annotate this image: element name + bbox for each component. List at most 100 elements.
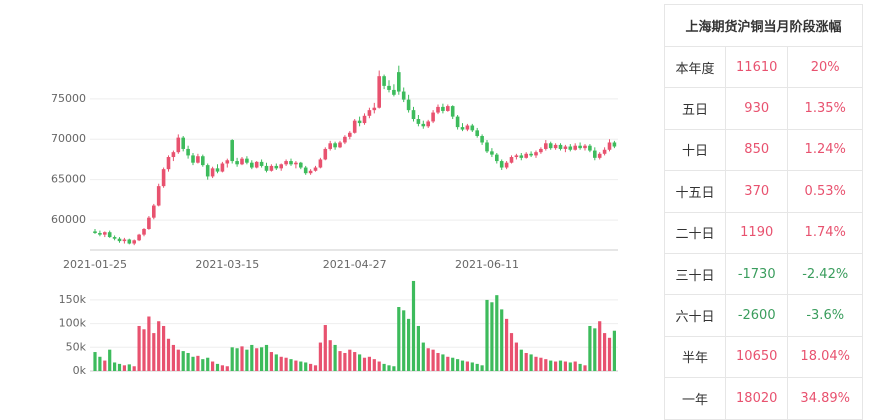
- volume-bar: [607, 337, 612, 371]
- volume-bar: [475, 363, 479, 371]
- row-label: 十五日: [664, 170, 726, 213]
- candle-body: [450, 106, 455, 117]
- volume-bar: [509, 333, 514, 371]
- candle-body: [259, 161, 264, 166]
- volume-bar: [196, 355, 200, 371]
- change-table: 上海期货沪铜当月阶段涨幅 本年度 11610 20% 五日 930 1.35% 十日 850 1…: [664, 4, 863, 420]
- candle-body: [205, 165, 210, 177]
- volume-bar: [367, 356, 371, 371]
- volume-bar: [397, 307, 401, 371]
- candle-body: [548, 143, 553, 149]
- table-row: 二十日 1190 1.74%: [664, 211, 863, 254]
- row-label: 二十日: [664, 211, 726, 254]
- candle-body: [382, 76, 386, 86]
- row-label: 本年度: [664, 45, 726, 89]
- chart: 60000 65000 70000 75000 2021-01-25 2021-03-15…: [51, 65, 618, 377]
- candle-body: [343, 136, 347, 143]
- row-label: 半年: [664, 335, 726, 379]
- volume-bar: [588, 325, 592, 371]
- candle-body: [367, 110, 372, 116]
- candle-body: [441, 106, 445, 111]
- candle-body: [588, 145, 592, 151]
- candle-body: [446, 106, 450, 111]
- row-value: -1730: [724, 252, 789, 296]
- candle-body: [406, 99, 411, 111]
- row-value: 11610: [724, 45, 789, 89]
- volume-bar: [372, 359, 376, 371]
- candle-body: [303, 167, 308, 174]
- candle-body: [333, 143, 337, 148]
- candle-body: [387, 85, 391, 90]
- candle-body: [147, 217, 151, 229]
- candle-body: [137, 234, 141, 241]
- candle-body: [583, 145, 587, 149]
- candle-body: [470, 125, 475, 131]
- candle-body: [519, 155, 524, 158]
- table-row: 本年度 11610 20%: [664, 45, 863, 89]
- volume-bar: [534, 356, 538, 371]
- volume-bar: [260, 347, 264, 371]
- volume-bar: [289, 359, 293, 371]
- candle-body: [348, 132, 352, 137]
- volume-bar: [402, 310, 406, 371]
- candle-body: [176, 137, 181, 153]
- y-tick-label: 150k: [59, 293, 87, 306]
- candle-body: [107, 232, 112, 238]
- row-change: 1.24%: [787, 128, 863, 172]
- row-change: 34.89%: [787, 377, 863, 420]
- volume-bar: [171, 344, 175, 371]
- volume-bar: [490, 302, 494, 371]
- candle-body: [235, 161, 239, 165]
- row-value: 930: [724, 87, 789, 130]
- candle-body: [117, 238, 122, 242]
- candle-body: [509, 157, 514, 163]
- candle-body: [269, 165, 274, 171]
- table-row: 三十日 -1730 -2.42%: [664, 252, 863, 296]
- candle-body: [201, 156, 205, 166]
- volume-bar: [328, 340, 332, 371]
- y-tick-label: 60000: [51, 213, 86, 226]
- candle-body: [352, 120, 357, 133]
- row-label: 六十日: [664, 294, 726, 337]
- row-change: 0.53%: [787, 170, 863, 213]
- volume-bar: [255, 348, 259, 371]
- volume-bar: [377, 361, 381, 371]
- candle-body: [161, 169, 166, 187]
- volume-bar: [514, 342, 518, 371]
- volume-bar: [348, 349, 352, 371]
- volume-bar: [304, 362, 308, 371]
- table-row: 五日 930 1.35%: [664, 87, 863, 130]
- volume-bar: [460, 360, 465, 371]
- volume-bar: [176, 349, 180, 371]
- candle-body: [475, 130, 479, 137]
- candle-body: [215, 168, 220, 172]
- candle-body: [254, 161, 259, 168]
- candle-body: [529, 153, 533, 156]
- candle-body: [504, 162, 509, 168]
- volume-bar: [338, 351, 342, 371]
- volume-bar: [612, 330, 616, 371]
- volume-bar: [519, 349, 523, 371]
- candle-body: [186, 148, 190, 156]
- candle-body: [602, 149, 607, 154]
- candle-body: [284, 161, 288, 165]
- y-tick-label: 50k: [66, 340, 87, 353]
- volume-bar: [162, 325, 166, 371]
- y-tick-label: 75000: [51, 92, 86, 105]
- candle-body: [455, 116, 460, 128]
- volume-bar: [563, 361, 567, 371]
- row-label: 一年: [664, 377, 726, 420]
- y-tick-label: 70000: [51, 132, 86, 145]
- candle-body: [377, 76, 381, 108]
- volume-bar: [98, 356, 102, 371]
- candle-body: [465, 125, 470, 130]
- table-row: 六十日 -2600 -3.6%: [664, 294, 863, 337]
- volume-bar: [573, 361, 577, 371]
- volume-bar: [294, 360, 298, 371]
- volume-bar: [500, 309, 504, 371]
- volume-bar: [583, 365, 587, 371]
- candle-body: [245, 158, 249, 163]
- volume-bar: [539, 357, 543, 371]
- volume-bar: [382, 363, 386, 371]
- volume-bar: [113, 362, 117, 371]
